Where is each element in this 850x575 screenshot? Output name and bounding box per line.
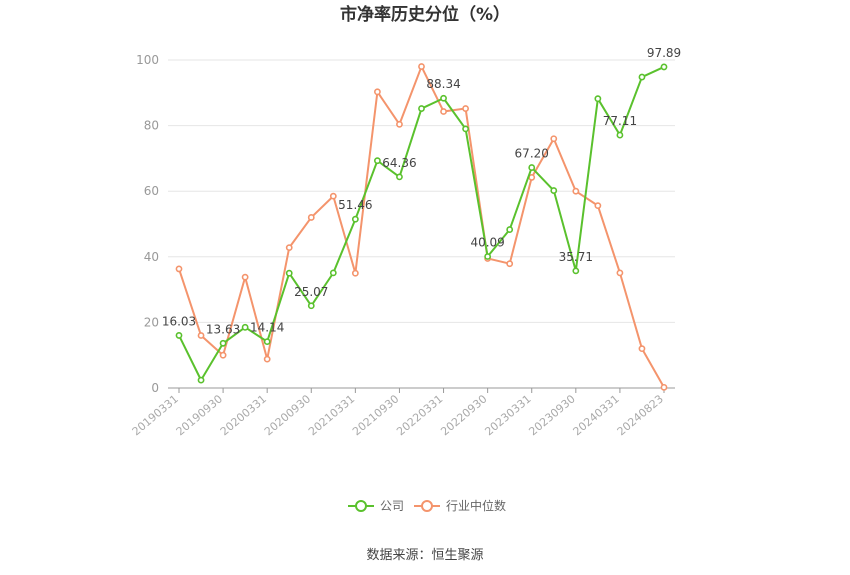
point-company-20240630 — [638, 73, 646, 81]
y-tick-label-40: 40 — [144, 250, 159, 264]
point-industry-20240630 — [638, 345, 646, 353]
y-tick-label-60: 60 — [144, 184, 159, 198]
point-company-20210331 — [351, 215, 359, 223]
point-industry-20240331 — [616, 269, 624, 277]
point-industry-20220331 — [440, 108, 447, 115]
point-company-20220630 — [462, 125, 469, 133]
point-industry-20210331 — [351, 269, 359, 277]
point-company-20220930 — [484, 253, 492, 260]
point-company-20210630 — [374, 157, 381, 165]
y-tick-label-100: 100 — [136, 53, 159, 67]
y-tick-label-0: 0 — [151, 381, 159, 395]
point-industry-20200331 — [263, 355, 271, 363]
line-industry — [178, 65, 665, 388]
point-industry-20190331 — [175, 265, 183, 273]
y-axis-ticks: 0 20 40 60 80 100 — [136, 53, 159, 395]
data-label-20230331: 67.20 — [515, 147, 549, 161]
chart-title: 市净率历史分位（%） — [340, 4, 510, 25]
y-tick-label-80: 80 — [144, 119, 159, 133]
legend-industry-marker — [421, 500, 433, 512]
point-industry-20200630 — [285, 244, 293, 252]
point-industry-20210930 — [396, 120, 403, 128]
point-company-20240331 — [616, 131, 624, 139]
point-company-20200630 — [285, 269, 293, 277]
point-company-20211231 — [418, 105, 425, 112]
x-tick-label-20230930: 20230930 — [526, 392, 577, 438]
point-industry-20230630 — [550, 135, 558, 143]
legend-item-company[interactable]: 公司 — [348, 499, 404, 513]
series-industry — [175, 63, 668, 391]
point-company-20230630 — [550, 187, 558, 194]
x-tick-label-20190331: 20190331 — [130, 392, 181, 438]
point-industry-20230930 — [572, 187, 580, 195]
data-label-20230930: 35.71 — [559, 250, 593, 264]
point-industry-20201231 — [329, 192, 337, 200]
legend-industry-label: 行业中位数 — [446, 498, 506, 513]
data-label-20190331: 16.03 — [162, 314, 196, 328]
point-company-20191231 — [241, 323, 249, 331]
point-industry-20220630 — [462, 105, 469, 112]
point-company-20230930 — [572, 267, 580, 275]
x-tick-label-20190930: 20190930 — [174, 392, 225, 438]
data-label-20210930: 64.36 — [382, 156, 416, 170]
point-company-20190331 — [175, 332, 183, 339]
point-company-20201231 — [329, 269, 337, 277]
grid-lines — [168, 59, 675, 323]
point-industry-20221231 — [506, 260, 514, 268]
point-company-20210930 — [396, 173, 403, 181]
point-company-20220331 — [440, 94, 447, 102]
point-company-20190630 — [197, 376, 205, 384]
data-labels: 16.03 13.63 14.14 25.07 51.46 64.36 88.34 40.09… — [162, 46, 681, 336]
point-company-20230331 — [528, 164, 536, 171]
point-company-20221231 — [506, 226, 514, 233]
series-company — [175, 63, 668, 384]
legend[interactable]: 公司 行业中位数 — [348, 498, 506, 513]
point-company-20240823 — [660, 63, 668, 71]
point-industry-20190930 — [219, 351, 227, 359]
x-tick-label-20240331: 20240331 — [571, 392, 622, 438]
x-tick-label-20210331: 20210331 — [306, 392, 357, 438]
point-company-20200331 — [263, 338, 271, 346]
x-tick-label-20200331: 20200331 — [218, 392, 269, 438]
point-industry-20200930 — [307, 214, 315, 221]
data-label-20190930: 13.63 — [206, 322, 240, 336]
legend-company-label: 公司 — [380, 499, 404, 513]
x-tick-label-20210930: 20210930 — [350, 392, 401, 438]
point-industry-20240823 — [660, 383, 668, 391]
x-tick-label-20220331: 20220331 — [394, 392, 445, 438]
point-industry-20190630 — [197, 332, 205, 339]
point-company-20200930 — [307, 302, 315, 310]
data-label-20200930: 25.07 — [294, 285, 328, 299]
data-label-20210331: 51.46 — [338, 198, 372, 212]
data-label-20240331: 77.11 — [603, 114, 637, 128]
point-industry-20210630 — [374, 88, 381, 96]
x-tick-label-20220930: 20220930 — [438, 392, 489, 438]
y-tick-label-20: 20 — [144, 315, 159, 329]
data-label-20220930: 40.09 — [470, 236, 504, 250]
x-axis: 2019033120190930202003312020093020210331… — [130, 387, 675, 438]
x-tick-label-20200930: 20200930 — [262, 392, 313, 438]
point-company-20231231 — [594, 95, 602, 103]
x-tick-label-20230331: 20230331 — [482, 392, 533, 438]
data-source: 数据来源：恒生聚源 — [366, 548, 483, 563]
data-label-20200331: 14.14 — [250, 321, 284, 335]
legend-company-marker — [355, 500, 367, 512]
legend-item-industry[interactable]: 行业中位数 — [414, 498, 506, 513]
point-industry-20191231 — [241, 273, 249, 281]
x-tick-label-20240823: 20240823 — [615, 392, 666, 438]
point-company-20190930 — [219, 339, 227, 347]
point-industry-20211231 — [418, 63, 425, 70]
data-label-20220331: 88.34 — [426, 77, 460, 91]
point-industry-20231231 — [594, 202, 602, 210]
data-label-20240823: 97.89 — [647, 46, 681, 60]
